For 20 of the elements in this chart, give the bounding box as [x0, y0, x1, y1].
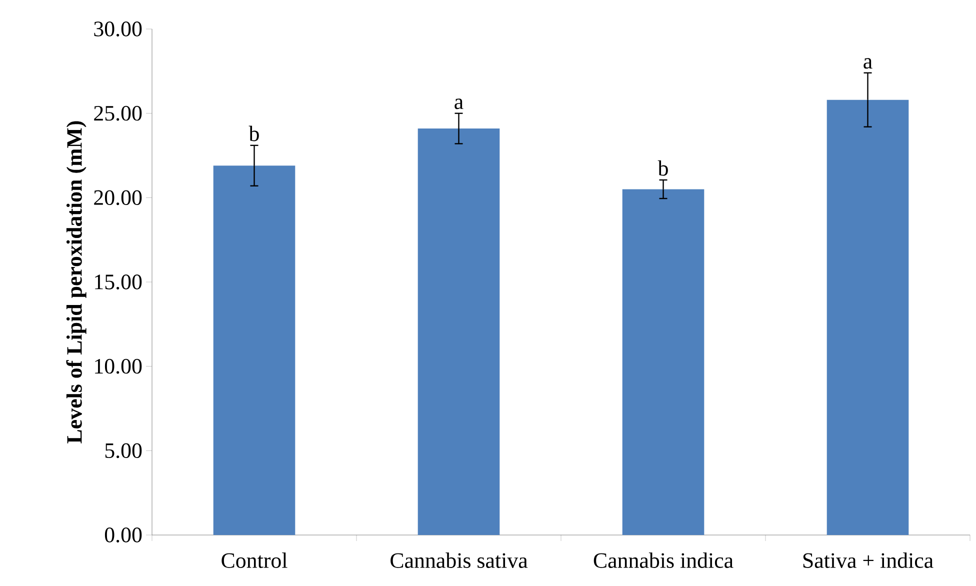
y-tick-label: 20.00: [94, 190, 142, 206]
annotation: b: [658, 160, 668, 176]
y-tick-label: 5.00: [105, 443, 142, 458]
x-tick-label: Sativa + indica: [803, 552, 934, 568]
y-tick-label: 15.00: [95, 274, 142, 290]
annotation: a: [454, 98, 464, 110]
y-tick-label: 0.00: [104, 528, 142, 542]
bar: [418, 128, 500, 535]
y-tick-label: 10.00: [95, 358, 142, 374]
y-tick-label: 30.00: [94, 22, 142, 36]
x-tick-label: Control: [222, 552, 288, 568]
y-axis-title: Levels of Lipid peroxidation (mM): [66, 121, 86, 444]
bar: [826, 100, 909, 535]
x-tick-label: Cannabis sativa: [390, 552, 528, 568]
annotation: b: [248, 126, 259, 142]
x-tick-label: Cannabis indica: [594, 552, 734, 568]
bar: [213, 166, 296, 535]
annotation: a: [864, 58, 872, 69]
y-tick-label: 25.00: [94, 106, 142, 121]
bar: [622, 189, 704, 535]
